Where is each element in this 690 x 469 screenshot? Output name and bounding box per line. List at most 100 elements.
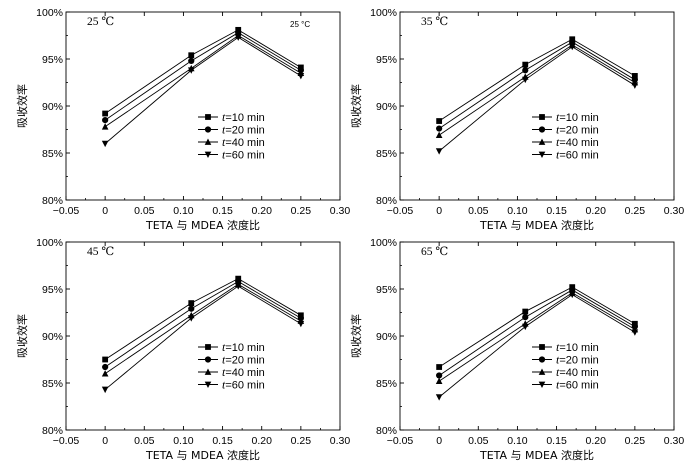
- x-tick-label: −0.05: [53, 435, 80, 447]
- legend-marker: [539, 344, 545, 350]
- x-tick-label: 0.25: [291, 205, 312, 217]
- data-point: [188, 305, 195, 312]
- legend-label: =20 min: [225, 355, 264, 367]
- x-tick-label: −0.05: [387, 205, 414, 217]
- legend-entry: t=10 min: [556, 110, 599, 124]
- x-tick-label: 0: [102, 435, 108, 447]
- x-tick-label: 0.05: [468, 435, 489, 447]
- legend-variable: t: [222, 135, 226, 149]
- plot-frame: [399, 241, 675, 431]
- x-tick-label: 0.05: [134, 435, 155, 447]
- data-point: [568, 43, 576, 51]
- legend-marker: [205, 114, 211, 120]
- y-axis-title: 吸收效率: [349, 84, 363, 128]
- y-tick-label: 90%: [42, 101, 63, 113]
- series-line: [104, 32, 302, 121]
- plot-frame: [65, 241, 341, 431]
- y-tick-label: 100%: [36, 237, 63, 249]
- data-point: [187, 67, 195, 74]
- temperature-label: 65 ℃: [421, 246, 448, 258]
- legend-marker: [204, 368, 212, 375]
- data-point: [102, 356, 109, 363]
- panel-45c: −0.05 0 0.05 0.10 0.15 0.20 0.25 0.30 80% 85% 90% 9…: [15, 237, 350, 462]
- legend-variable: t: [222, 148, 226, 162]
- y-tick-label: 100%: [370, 7, 397, 19]
- y-axis-title: 吸收效率: [15, 84, 29, 128]
- y-tick-label: 90%: [42, 331, 63, 343]
- x-tick-label: 0: [436, 205, 442, 217]
- legend-variable: t: [222, 340, 226, 354]
- panel-65c: −0.05 0 0.05 0.10 0.15 0.20 0.25 0.30 80% 85% 90% 9…: [349, 237, 684, 462]
- legend-entry: t=60 min: [556, 378, 599, 392]
- series-line: [438, 46, 636, 152]
- legend-entry: t=10 min: [222, 340, 265, 354]
- legend-entry: t=20 min: [222, 123, 265, 137]
- x-tick-label: 0.05: [468, 205, 489, 217]
- series-line: [104, 280, 302, 368]
- legend-entry: t=20 min: [556, 353, 599, 367]
- data-point: [522, 61, 529, 68]
- y-tick-label: 80%: [376, 195, 397, 207]
- legend-label: =20 min: [559, 355, 598, 367]
- x-tick-label: 0.25: [291, 435, 312, 447]
- x-tick-label: 0.15: [546, 435, 567, 447]
- series-line: [104, 278, 302, 360]
- legend-label: =60 min: [559, 380, 598, 392]
- plot-frame: [399, 11, 675, 201]
- series-line: [104, 283, 302, 374]
- x-tick-label: 0.05: [134, 205, 155, 217]
- series-line: [438, 289, 636, 376]
- data-point: [101, 140, 109, 148]
- series-line: [438, 41, 636, 129]
- legend-variable: t: [556, 148, 560, 162]
- legend-entry: t=60 min: [222, 378, 265, 392]
- x-tick-label: 0.25: [625, 205, 646, 217]
- x-axis-title: TETA 与 MDEA 浓度比: [145, 218, 260, 232]
- legend-entry: t=40 min: [222, 365, 265, 379]
- legend-variable: t: [222, 378, 226, 392]
- legend-label: =60 min: [225, 380, 264, 392]
- x-tick-label: 0.20: [251, 435, 272, 447]
- legend-entry: t=10 min: [556, 340, 599, 354]
- legend-variable: t: [222, 365, 226, 379]
- plot-frame: [65, 11, 341, 201]
- series-line: [438, 38, 636, 122]
- data-point: [522, 308, 529, 315]
- data-point: [435, 148, 443, 155]
- legend-marker: [538, 356, 546, 363]
- x-axis-title: TETA 与 MDEA 浓度比: [479, 218, 594, 232]
- y-tick-label: 95%: [376, 284, 397, 296]
- data-point: [435, 131, 443, 139]
- data-point: [631, 82, 639, 89]
- panel-25c: −0.05 0 0.05 0.10 0.15 0.20 0.25 0.30 80% 85% 90% 9…: [15, 7, 350, 232]
- legend-variable: t: [556, 123, 560, 137]
- data-point: [187, 315, 195, 322]
- legend-entry: t=60 min: [556, 148, 599, 162]
- data-point: [436, 372, 443, 379]
- x-tick-label: 0.30: [330, 435, 351, 447]
- x-tick-label: 0.10: [173, 205, 194, 217]
- data-point: [188, 52, 195, 59]
- temperature-label: 45 ℃: [87, 246, 114, 258]
- legend-marker: [538, 381, 546, 388]
- x-tick-label: 0.25: [625, 435, 646, 447]
- legend-label: =40 min: [559, 137, 598, 149]
- y-tick-label: 80%: [376, 425, 397, 437]
- x-tick-label: −0.05: [387, 435, 414, 447]
- x-tick-label: 0.10: [507, 205, 528, 217]
- legend-variable: t: [556, 340, 560, 354]
- legend-marker: [204, 151, 212, 158]
- legend-marker: [204, 138, 212, 145]
- x-axis-title: TETA 与 MDEA 浓度比: [479, 448, 594, 462]
- x-tick-label: 0.20: [585, 205, 606, 217]
- data-point: [522, 67, 529, 74]
- temperature-label: 25 ℃: [87, 16, 114, 28]
- legend-marker: [538, 368, 546, 375]
- y-tick-label: 100%: [370, 237, 397, 249]
- legend-variable: t: [556, 353, 560, 367]
- y-axis-title: 吸收效率: [15, 314, 29, 358]
- legend-marker: [539, 114, 545, 120]
- data-point: [436, 364, 443, 370]
- y-tick-label: 80%: [42, 425, 63, 437]
- x-tick-label: −0.05: [53, 205, 80, 217]
